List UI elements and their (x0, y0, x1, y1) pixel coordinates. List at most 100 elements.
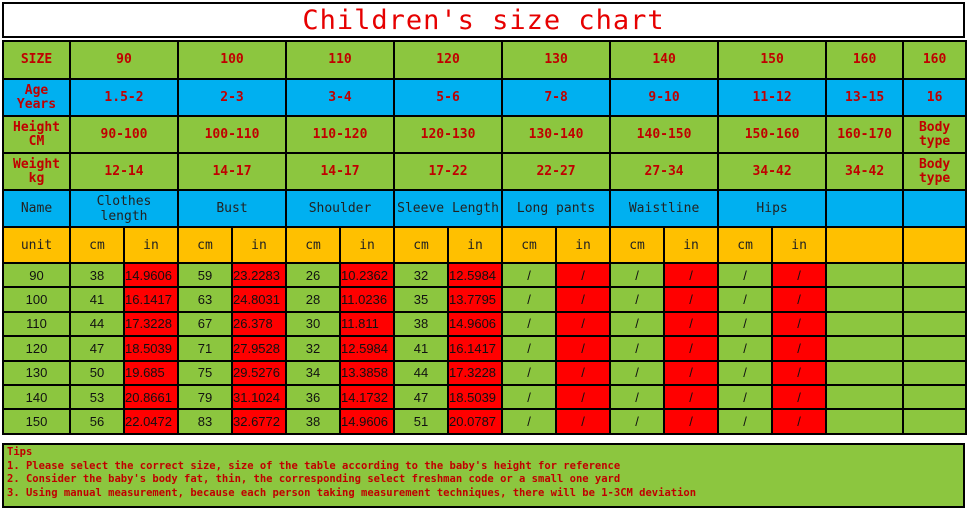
table-cell: / (501, 261, 558, 289)
size-cell: 160 (902, 40, 967, 80)
weight-cell: 14-17 (285, 152, 396, 191)
table-cell: / (609, 408, 666, 435)
unit-cell: in (447, 226, 504, 264)
size-cell: 100 (176, 40, 288, 80)
size-cell: 140 (609, 40, 720, 80)
table-cell: 26 (285, 261, 342, 289)
unit-cell: cm (717, 226, 774, 264)
unit-cell: cm (501, 226, 558, 264)
tip-item: 3. Using manual measurement, because eac… (7, 486, 697, 499)
size-chart-table: SIZE 90 100 110 120 130 140 150 160 160 … (2, 40, 967, 435)
table-cell: / (555, 335, 612, 362)
table-cell (902, 261, 967, 289)
measurement-name-cell: Long pants (501, 189, 612, 228)
measurement-name-cell: Hips (717, 189, 828, 228)
table-cell: 14.9606 (123, 261, 179, 289)
size-cell: 110 (285, 40, 396, 80)
table-cell: / (663, 310, 720, 338)
row-size-cell: 140 (2, 383, 71, 411)
row-size-cell: 90 (2, 261, 71, 289)
height-cell: 120-130 (393, 115, 504, 154)
table-cell: / (501, 408, 558, 435)
table-cell: 24.8031 (230, 286, 288, 313)
table-cell: 10.2362 (339, 261, 396, 289)
age-label: Age Years (2, 78, 71, 117)
height-cell: 100-110 (176, 115, 288, 154)
table-row: 110 44 17.3228 67 26.378 30 11.811 38 14.9606// /… (2, 310, 967, 338)
size-cell: 120 (393, 40, 504, 80)
table-cell: / (717, 383, 774, 411)
table-cell (825, 408, 905, 435)
table-cell: 19.685 (123, 359, 179, 386)
table-cell: 47 (69, 335, 125, 362)
unit-row: unit cm in cm in cm in cm in cm in cm in… (2, 226, 967, 264)
table-cell: 23.2283 (230, 261, 288, 289)
weight-cell: 17-22 (393, 152, 504, 191)
table-cell: / (555, 359, 612, 386)
age-cell: 13-15 (825, 78, 905, 117)
measurement-name-cell: Bust (176, 189, 288, 228)
table-cell: 13.3858 (339, 359, 396, 386)
table-cell: 51 (393, 408, 450, 435)
table-cell: 31.1024 (230, 383, 288, 411)
age-cell: 3-4 (285, 78, 396, 117)
table-cell: 63 (177, 286, 233, 313)
measurement-name-cell (825, 189, 905, 228)
weight-cell: 34-42 (717, 152, 828, 191)
height-cell: 160-170 (825, 115, 905, 154)
table-cell (825, 335, 905, 362)
page-title: Children's size chart (2, 2, 965, 38)
table-cell: / (663, 261, 720, 289)
unit-cell: in (339, 226, 396, 264)
height-cell: Body type (902, 115, 967, 154)
table-cell (902, 335, 967, 362)
unit-label: unit (2, 226, 71, 264)
table-cell: 35 (393, 286, 450, 313)
table-cell (902, 383, 967, 411)
table-cell (902, 408, 967, 435)
table-cell: / (609, 310, 666, 338)
unit-cell (902, 226, 967, 264)
table-cell: 14.9606 (339, 408, 396, 435)
table-cell: 12.5984 (447, 261, 504, 289)
age-row: Age Years 1.5-2 2-3 3-4 5-6 7-8 9-10 11-… (2, 78, 967, 117)
unit-cell: in (555, 226, 612, 264)
height-cell: 140-150 (609, 115, 720, 154)
table-cell: 38 (393, 310, 450, 338)
table-cell: 59 (177, 261, 233, 289)
table-cell: 22.0472 (123, 408, 179, 435)
table-cell: / (501, 286, 558, 313)
table-cell: 18.5039 (123, 335, 179, 362)
table-cell: 20.8661 (123, 383, 179, 411)
tip-item: 2. Consider the baby's body fat, thin, t… (7, 473, 621, 485)
weight-cell: 27-34 (609, 152, 720, 191)
unit-cell: cm (177, 226, 233, 264)
table-cell (825, 261, 905, 289)
row-size-cell: 110 (2, 310, 71, 338)
table-cell: / (555, 383, 612, 411)
table-cell: / (717, 310, 774, 338)
table-cell: 27.9528 (230, 335, 288, 362)
table-row: 100 41 16.1417 63 24.8031 28 11.0236 35 13.7795/… (2, 286, 967, 313)
height-cell: 110-120 (285, 115, 396, 154)
table-cell (825, 383, 905, 411)
weight-cell: 14-17 (176, 152, 288, 191)
size-cell: 160 (825, 40, 905, 80)
weight-label: Weight kg (2, 152, 71, 191)
measurement-name-row: Name Clothes length Bust Shoulder Sleeve… (2, 189, 967, 228)
measurement-name-cell: Waistline (609, 189, 720, 228)
table-row: 120 47 18.5039 71 27.9528 32 12.5984 41 16.1417/… (2, 335, 967, 362)
table-cell: 38 (69, 261, 125, 289)
table-cell: 75 (177, 359, 233, 386)
table-cell: 16.1417 (123, 286, 179, 313)
table-cell: 12.5984 (339, 335, 396, 362)
table-cell: / (771, 408, 828, 435)
measurement-data: 90 38 14.9606 59 23.2283 26 10.2362 32 12.5984//… (2, 261, 967, 435)
table-cell: / (501, 310, 558, 338)
table-cell: / (609, 359, 666, 386)
height-cell: 150-160 (717, 115, 828, 154)
age-cell: 11-12 (717, 78, 828, 117)
table-cell (902, 359, 967, 386)
table-cell (902, 310, 967, 338)
table-cell: 44 (69, 310, 125, 338)
